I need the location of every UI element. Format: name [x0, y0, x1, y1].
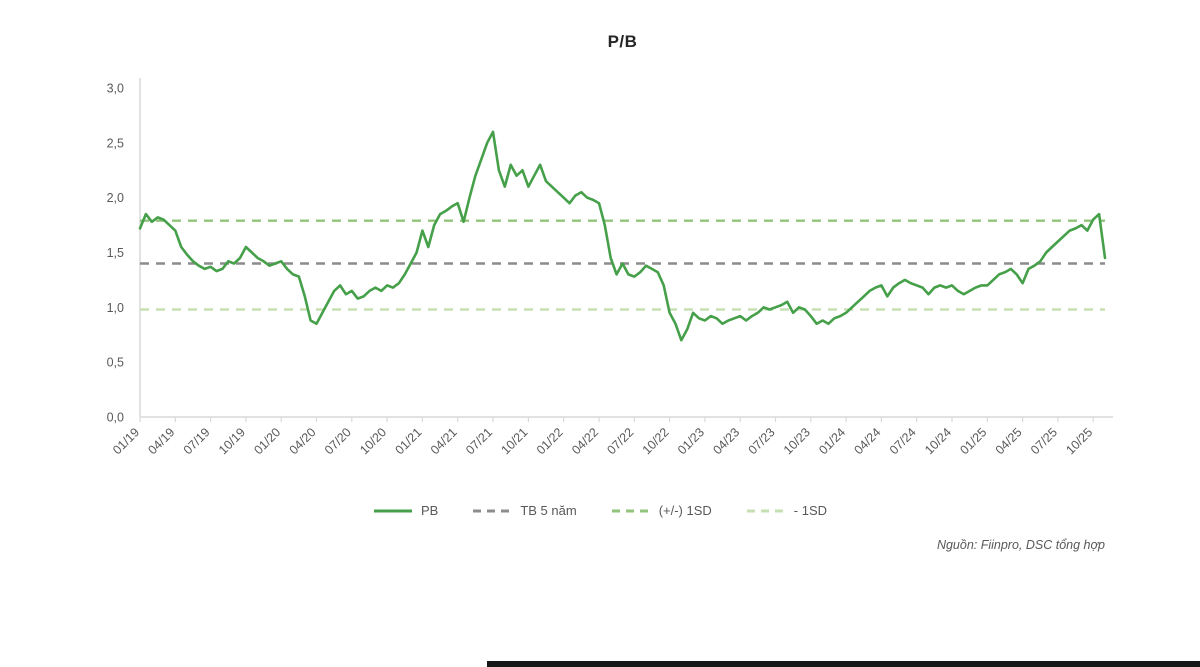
svg-text:07/22: 07/22: [604, 425, 636, 457]
svg-text:01/24: 01/24: [816, 425, 848, 457]
svg-text:01/23: 01/23: [675, 425, 707, 457]
svg-text:04/21: 04/21: [428, 425, 460, 457]
legend-swatch-icon: [611, 509, 650, 512]
svg-text:07/20: 07/20: [322, 425, 354, 457]
legend-swatch-icon: [373, 509, 412, 512]
svg-text:04/20: 04/20: [287, 425, 319, 457]
svg-text:01/25: 01/25: [957, 425, 989, 457]
svg-text:04/25: 04/25: [993, 425, 1025, 457]
legend-swatch-icon: [746, 509, 785, 512]
svg-text:10/22: 10/22: [640, 425, 672, 457]
svg-text:1,5: 1,5: [107, 246, 124, 260]
svg-text:2,0: 2,0: [107, 191, 124, 205]
svg-text:01/21: 01/21: [393, 425, 425, 457]
svg-text:10/23: 10/23: [781, 425, 813, 457]
legend-label: (+/-) 1SD: [658, 503, 712, 518]
legend-item-0: PB: [373, 503, 438, 518]
svg-text:01/19: 01/19: [110, 425, 142, 457]
svg-text:07/25: 07/25: [1028, 425, 1060, 457]
svg-text:07/19: 07/19: [181, 425, 213, 457]
legend-item-1: TB 5 năm: [472, 503, 577, 518]
legend-item-2: (+/-) 1SD: [611, 503, 712, 518]
svg-text:10/21: 10/21: [499, 425, 531, 457]
chart-title: P/B: [607, 32, 638, 51]
svg-text:07/24: 07/24: [887, 425, 919, 457]
svg-text:07/23: 07/23: [746, 425, 778, 457]
legend-swatch-icon: [473, 509, 512, 512]
pb-line-chart-plot: 0,0 0,5 1,0 1,5 2,0 2,5 3,0 01/19 04/19 07/19 10/1…: [107, 78, 1113, 457]
legend-label: - 1SD: [793, 503, 828, 518]
source-note: Nguồn: Fiinpro, DSC tổng hợp: [936, 538, 1105, 552]
svg-text:1,0: 1,0: [107, 301, 124, 315]
svg-text:0,0: 0,0: [107, 411, 124, 425]
svg-text:10/19: 10/19: [216, 425, 248, 457]
bottom-edge-bar: [487, 661, 1200, 667]
svg-text:10/20: 10/20: [357, 425, 389, 457]
svg-text:01/22: 01/22: [534, 425, 566, 457]
svg-text:04/19: 04/19: [145, 425, 177, 457]
svg-text:10/24: 10/24: [922, 425, 954, 457]
svg-text:2,5: 2,5: [107, 136, 124, 150]
svg-text:0,5: 0,5: [107, 356, 124, 370]
svg-text:07/21: 07/21: [463, 425, 495, 457]
svg-text:04/23: 04/23: [710, 425, 742, 457]
legend-item-3: - 1SD: [746, 503, 827, 518]
svg-text:01/20: 01/20: [251, 425, 283, 457]
svg-text:10/25: 10/25: [1063, 425, 1095, 457]
legend-label: TB 5 năm: [520, 503, 577, 518]
svg-text:3,0: 3,0: [107, 82, 124, 96]
svg-text:04/24: 04/24: [852, 425, 884, 457]
chart-legend: PB TB 5 năm (+/-) 1SD - 1SD: [0, 503, 1200, 518]
svg-text:04/22: 04/22: [569, 425, 601, 457]
legend-label: PB: [420, 503, 439, 518]
